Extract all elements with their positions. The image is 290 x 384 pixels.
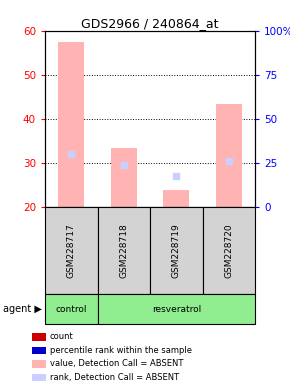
Text: GSM228717: GSM228717 — [67, 223, 76, 278]
Bar — [97, 294, 255, 324]
Text: resveratrol: resveratrol — [152, 305, 201, 314]
Bar — [45, 294, 97, 324]
Bar — [163, 190, 189, 207]
Bar — [45, 207, 97, 294]
Bar — [32, 374, 46, 381]
Bar — [32, 333, 46, 341]
Text: control: control — [55, 305, 87, 314]
Text: value, Detection Call = ABSENT: value, Detection Call = ABSENT — [50, 359, 183, 368]
Bar — [32, 347, 46, 354]
Title: GDS2966 / 240864_at: GDS2966 / 240864_at — [81, 17, 219, 30]
Text: count: count — [50, 333, 74, 341]
Bar — [32, 360, 46, 367]
Bar — [150, 207, 203, 294]
Text: GSM228719: GSM228719 — [172, 223, 181, 278]
Text: rank, Detection Call = ABSENT: rank, Detection Call = ABSENT — [50, 373, 179, 382]
Text: GSM228718: GSM228718 — [119, 223, 128, 278]
Bar — [58, 42, 84, 207]
Text: percentile rank within the sample: percentile rank within the sample — [50, 346, 192, 355]
Text: GSM228720: GSM228720 — [224, 223, 233, 278]
Bar — [97, 207, 150, 294]
Bar — [203, 207, 255, 294]
Bar — [216, 104, 242, 207]
Bar — [111, 148, 137, 207]
Text: agent ▶: agent ▶ — [3, 304, 42, 314]
